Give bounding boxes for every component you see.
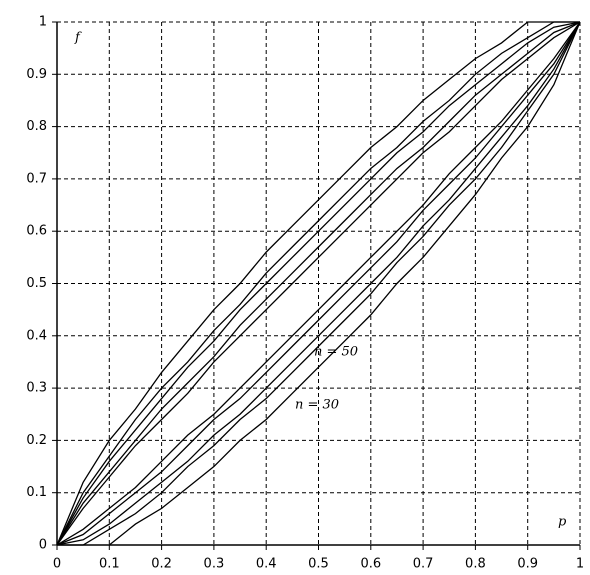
x-tick-label: 0.5	[308, 557, 329, 572]
x-tick-label: 0.2	[151, 557, 172, 572]
annotation: n = 30	[295, 398, 339, 413]
x-tick-label: 0	[53, 557, 61, 572]
curve	[56, 21, 580, 546]
x-tick-label: 0.3	[204, 557, 225, 572]
annotation: n = 50	[314, 345, 358, 360]
curve	[56, 21, 581, 546]
x-tick-label: 0.8	[465, 557, 486, 572]
x-axis-label: p	[558, 515, 567, 530]
curve	[56, 21, 581, 546]
y-tick-label: 0.9	[26, 67, 47, 82]
x-tick-label: 0.4	[256, 557, 277, 572]
curve	[108, 21, 581, 546]
y-tick-label: 0.3	[26, 381, 47, 396]
x-tick-label: 0.1	[99, 557, 120, 572]
y-tick-label: 0.2	[26, 433, 47, 448]
y-tick-label: 0.5	[26, 276, 47, 291]
curve	[56, 21, 581, 546]
y-tick-label: 0.8	[26, 119, 47, 134]
y-tick-label: 0.7	[26, 171, 47, 186]
y-tick-label: 0	[39, 538, 47, 553]
x-tick-label: 0.9	[517, 557, 538, 572]
x-tick-label: 0.6	[360, 557, 381, 572]
curve	[56, 21, 581, 546]
curve	[56, 21, 580, 546]
x-tick-label: 0.7	[413, 557, 434, 572]
y-tick-label: 0.6	[26, 224, 47, 239]
curve	[56, 21, 581, 546]
y-axis-label: f	[74, 31, 82, 46]
y-tick-label: 0.1	[26, 485, 47, 500]
curve	[56, 21, 581, 546]
curve	[57, 21, 581, 546]
x-tick-label: 1	[576, 557, 584, 572]
y-tick-label: 1	[39, 15, 47, 30]
y-tick-label: 0.4	[26, 328, 47, 343]
